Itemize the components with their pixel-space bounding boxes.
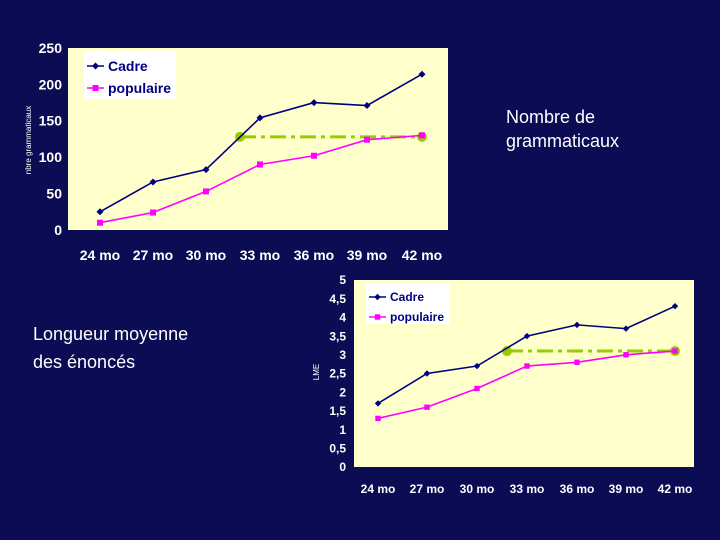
x-tick-label: 27 mo bbox=[133, 247, 173, 263]
x-tick-label: 30 mo bbox=[460, 482, 495, 496]
legend-marker bbox=[92, 62, 99, 70]
data-point bbox=[364, 136, 370, 143]
x-tick-label: 42 mo bbox=[658, 482, 693, 496]
data-point bbox=[203, 188, 209, 195]
x-tick-label: 39 mo bbox=[609, 482, 644, 496]
data-point bbox=[310, 99, 318, 107]
data-point bbox=[424, 404, 430, 410]
x-tick-label: 36 mo bbox=[294, 247, 334, 263]
data-point bbox=[423, 370, 431, 377]
y-tick-label: 250 bbox=[39, 40, 63, 56]
data-point bbox=[671, 302, 679, 310]
y-axis-label: nbre grammaticaux bbox=[24, 106, 33, 174]
y-tick-label: 50 bbox=[46, 186, 62, 202]
y-tick-label: 5 bbox=[339, 273, 346, 287]
data-point bbox=[311, 152, 317, 159]
y-tick-label: 2,5 bbox=[329, 367, 346, 381]
data-point bbox=[524, 363, 530, 369]
x-tick-label: 27 mo bbox=[410, 482, 445, 496]
data-point bbox=[474, 385, 480, 392]
caption-line: des énoncés bbox=[33, 352, 136, 372]
data-point bbox=[419, 132, 425, 139]
y-tick-label: 150 bbox=[39, 113, 63, 129]
legend-box bbox=[84, 51, 176, 99]
caption-nombre-grammaticaux: Nombre de grammaticaux bbox=[506, 105, 619, 153]
data-point bbox=[374, 400, 382, 407]
y-tick-label: 0 bbox=[339, 460, 346, 474]
x-tick-label: 42 mo bbox=[402, 247, 442, 263]
x-tick-label: 36 mo bbox=[560, 482, 595, 496]
data-point bbox=[375, 415, 381, 422]
data-point bbox=[150, 209, 156, 216]
y-tick-label: 100 bbox=[39, 149, 63, 165]
y-tick-label: 4,5 bbox=[329, 292, 346, 306]
data-point bbox=[202, 166, 210, 174]
legend-marker bbox=[92, 85, 99, 91]
y-tick-label: 4 bbox=[339, 311, 346, 325]
x-tick-label: 33 mo bbox=[510, 482, 545, 496]
data-point bbox=[523, 332, 531, 340]
data-point bbox=[256, 114, 264, 122]
chart-1: 0 50 100 150 200 250 24 mo 27 mo 30 mo 33 mo 36 mo… bbox=[24, 40, 448, 263]
data-point bbox=[363, 102, 371, 110]
y-tick-label: 0,5 bbox=[329, 442, 346, 456]
data-point bbox=[257, 161, 263, 168]
y-tick-label: 1,5 bbox=[329, 404, 346, 418]
y-tick-label: 2 bbox=[339, 385, 346, 399]
legend-label: populaire bbox=[108, 80, 171, 96]
legend-marker bbox=[374, 293, 381, 301]
x-tick-label: 33 mo bbox=[240, 247, 280, 263]
data-point bbox=[96, 208, 104, 216]
x-tick-label: 30 mo bbox=[186, 247, 226, 263]
y-tick-label: 1 bbox=[339, 423, 346, 437]
data-point bbox=[623, 352, 629, 358]
data-point bbox=[672, 348, 678, 354]
caption-longueur-moyenne: Longueur moyenne des énoncés bbox=[33, 320, 188, 376]
legend-label: Cadre bbox=[390, 290, 424, 304]
caption-line: grammaticaux bbox=[506, 131, 620, 151]
data-point bbox=[97, 219, 103, 226]
caption-line: Longueur moyenne bbox=[33, 324, 189, 344]
legend-label: Cadre bbox=[108, 58, 148, 74]
caption-line: Nombre de bbox=[506, 107, 596, 127]
x-tick-label: 39 mo bbox=[347, 247, 387, 263]
chart-2: 0 0,5 1 1,5 2 2,5 3 3,5 4 4,5 5 24 mo 27 mo 30 mo 33 m… bbox=[312, 273, 694, 496]
data-point bbox=[149, 178, 157, 186]
data-point bbox=[573, 321, 581, 329]
x-tick-label: 24 mo bbox=[361, 482, 396, 496]
y-tick-label: 3,5 bbox=[329, 329, 346, 343]
y-tick-label: 0 bbox=[54, 222, 62, 238]
legend-marker bbox=[374, 314, 381, 320]
x-tick-label: 24 mo bbox=[80, 247, 120, 263]
data-point bbox=[473, 362, 481, 370]
data-point bbox=[418, 70, 426, 78]
data-point bbox=[622, 325, 630, 332]
y-axis-label: LME bbox=[312, 364, 321, 380]
data-point bbox=[574, 359, 580, 365]
y-tick-label: 200 bbox=[39, 76, 63, 92]
y-tick-label: 3 bbox=[339, 348, 346, 362]
reference-marker bbox=[502, 346, 512, 357]
legend-label: populaire bbox=[390, 310, 444, 324]
